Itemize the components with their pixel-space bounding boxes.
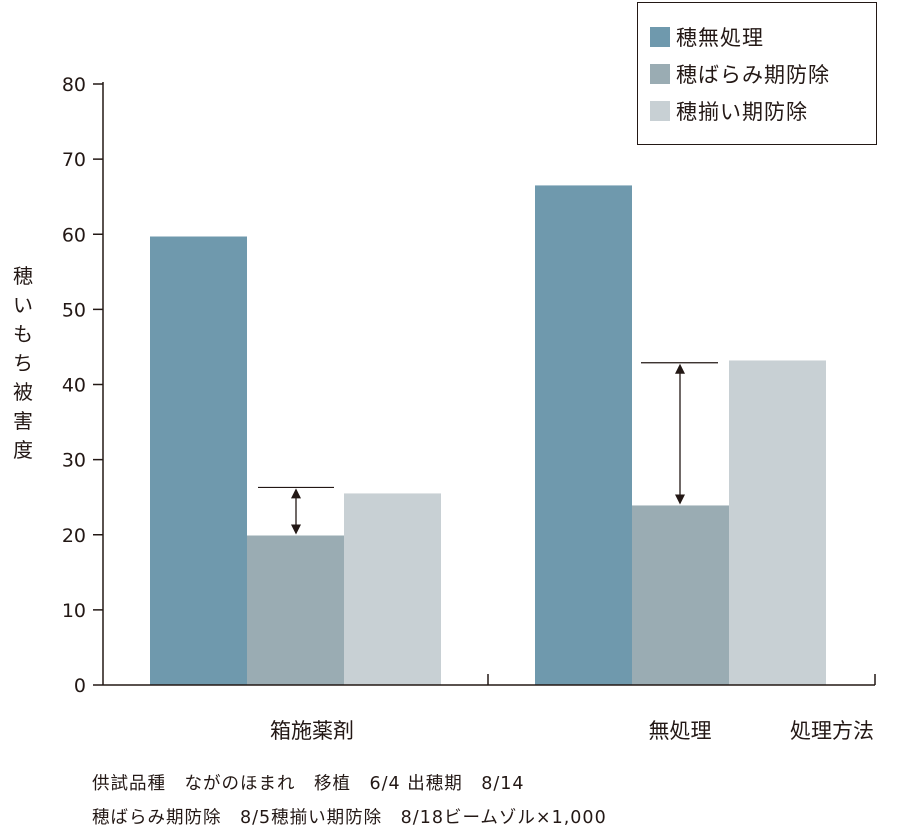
legend-swatch: [650, 27, 670, 47]
legend: 穂無処理 穂ばらみ期防除 穂揃い期防除: [637, 2, 877, 145]
bar-0-0: [150, 236, 247, 685]
y-axis-label-char: 害: [13, 409, 33, 433]
y-axis-label-char: い: [13, 293, 33, 317]
legend-label: 穂ばらみ期防除: [676, 63, 830, 87]
y-tick-label: 30: [62, 450, 86, 472]
bar-0-1: [247, 535, 344, 685]
y-tick-label: 70: [62, 149, 86, 171]
y-tick-label: 60: [62, 224, 86, 246]
x-axis-label: 処理方法: [790, 719, 874, 743]
y-axis-label-char: ち: [13, 351, 33, 375]
y-axis-label-char: 穂: [13, 264, 33, 288]
note-line-2: 穂ばらみ期防除 8/5穂揃い期防除 8/18ビームゾル×1,000: [92, 808, 607, 828]
y-axis-label-char: も: [13, 322, 33, 346]
y-axis-label: 穂いもち被害度: [8, 262, 38, 465]
arrow-head-up-icon: [675, 363, 685, 374]
legend-item-booting-control: 穂ばらみ期防除: [650, 59, 830, 89]
bar-0-2: [344, 493, 441, 685]
arrow-head-down-icon: [291, 524, 301, 535]
bar-1-2: [729, 360, 826, 685]
y-tick-label: 40: [62, 375, 86, 397]
y-axis-label-char: 被: [13, 380, 33, 404]
y-tick-label: 10: [62, 600, 86, 622]
bar-1-0: [535, 185, 632, 685]
arrow-head-down-icon: [675, 494, 685, 505]
y-axis-label-char: 度: [13, 438, 33, 462]
arrow-head-up-icon: [291, 488, 301, 499]
y-tick-label: 20: [62, 525, 86, 547]
category-label-hakoseyaku: 箱施薬剤: [270, 719, 354, 743]
legend-swatch: [650, 64, 670, 84]
y-tick-label: 80: [62, 74, 86, 96]
y-tick-label: 50: [62, 299, 86, 321]
y-tick-label: 0: [74, 675, 86, 697]
legend-item-full-heading-control: 穂揃い期防除: [650, 96, 808, 126]
category-label-mushori: 無処理: [649, 719, 712, 743]
legend-item-no-treatment: 穂無処理: [650, 22, 764, 52]
legend-label: 穂無処理: [676, 26, 764, 50]
legend-label: 穂揃い期防除: [676, 100, 808, 124]
bar-1-1: [632, 505, 729, 685]
note-line-1: 供試品種 ながのほまれ 移植 6/4 出穂期 8/14: [92, 774, 525, 794]
legend-swatch: [650, 101, 670, 121]
